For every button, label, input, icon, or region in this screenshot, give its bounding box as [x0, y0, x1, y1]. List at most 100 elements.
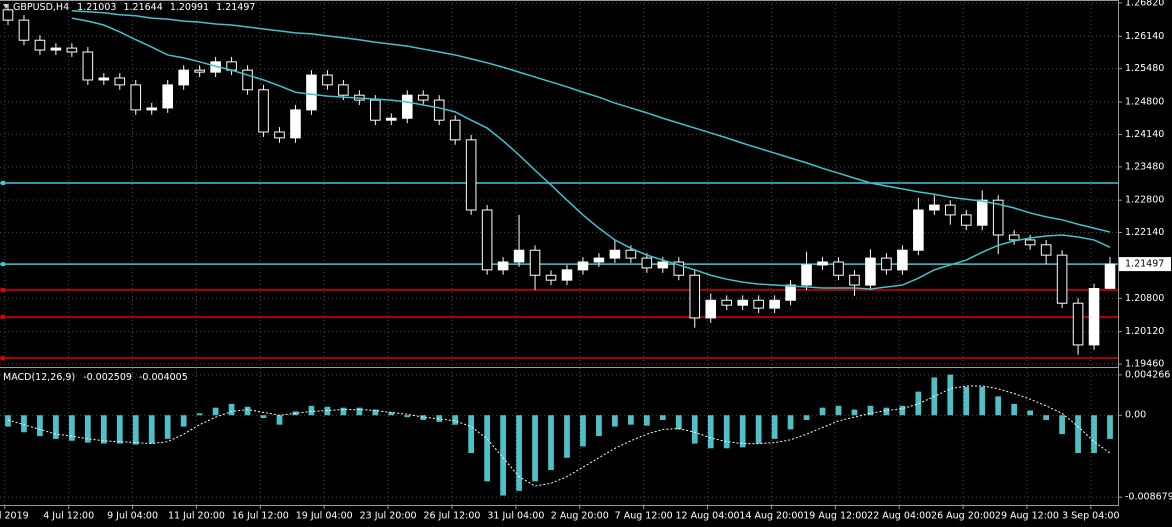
level-handle	[1, 262, 5, 267]
macd-bar	[1027, 410, 1034, 416]
y-tick-label: 1.25480	[1125, 63, 1164, 74]
candle-body	[481, 209, 493, 271]
candle-body	[1088, 287, 1100, 346]
macd-bar	[356, 407, 363, 416]
candle-body	[1056, 254, 1068, 304]
y-tick-label: 0.00	[1125, 410, 1146, 421]
moving-average	[71, 10, 1111, 233]
candle-body	[98, 77, 110, 81]
candle-body	[162, 84, 173, 109]
candle-body	[641, 257, 653, 269]
macd-bar	[564, 415, 570, 458]
candle-body	[1008, 234, 1020, 241]
candle-body	[960, 214, 972, 226]
macd-bar	[372, 409, 379, 416]
candle-body	[545, 274, 557, 281]
macd-bar	[819, 407, 826, 416]
ohlc-close: 1.21497	[216, 2, 255, 13]
macd-bar	[532, 415, 538, 482]
macd-bar	[100, 415, 107, 444]
y-tick-label: 1.20800	[1125, 293, 1164, 304]
candle-body	[146, 107, 158, 111]
macd-bar	[835, 405, 842, 416]
candle-body	[593, 257, 605, 263]
x-tick-label: 26 Aug 20:00	[931, 511, 995, 522]
x-tick-label: 11 Jul 20:00	[168, 511, 225, 522]
macd-bar	[995, 396, 1002, 416]
candle-body	[753, 299, 764, 309]
candle-body	[18, 19, 30, 41]
y-tick-label: 1.23480	[1125, 161, 1164, 172]
macd-bar	[899, 405, 906, 416]
candle-body	[433, 99, 445, 121]
macd-bar	[1043, 415, 1050, 420]
candle-body	[338, 84, 349, 96]
candle-body	[258, 89, 269, 133]
ohlc-high: 1.21644	[123, 2, 162, 13]
macd-bar	[516, 415, 522, 491]
macd-bar	[867, 405, 874, 416]
candle-body	[561, 269, 573, 281]
macd-bar	[388, 412, 395, 416]
candle-body	[625, 249, 637, 259]
y-tick-label: 1.22800	[1125, 195, 1164, 206]
macd-signal-value: -0.004005	[139, 372, 188, 383]
candle-body	[801, 264, 812, 286]
macd-bar	[691, 415, 698, 444]
candle-body	[82, 51, 94, 81]
candle-body	[529, 249, 541, 276]
chart-title: GBPUSD,H4	[13, 2, 69, 13]
x-tick-label: 2 Aug 20:00	[551, 511, 609, 522]
indicator-header: MACD(12,26,9) -0.002509 -0.004005	[3, 372, 188, 383]
symbol-icon	[3, 4, 9, 9]
macd-bar	[739, 415, 746, 448]
candle-body	[50, 47, 62, 51]
level-handle	[1, 314, 5, 319]
macd-bar	[1059, 415, 1065, 435]
candle-body	[290, 109, 301, 139]
candle-body	[721, 299, 732, 306]
macd-bar	[420, 415, 427, 420]
candle-body	[577, 261, 589, 271]
candle-body	[401, 94, 413, 119]
candle-body	[306, 74, 317, 111]
level-handle	[1, 181, 5, 186]
x-tick-label: 22 Aug 04:00	[867, 511, 931, 522]
macd-bar	[212, 407, 219, 416]
y-tick-label: 1.26140	[1125, 31, 1164, 42]
macd-bar	[883, 407, 890, 416]
x-tick-label: 4 Jul 12:00	[43, 511, 94, 522]
macd-bar	[771, 415, 778, 439]
candle-body	[657, 261, 669, 269]
y-tick-label: -0.008679	[1125, 492, 1172, 503]
candle-body	[178, 69, 189, 86]
macd-main-value: -0.002509	[83, 372, 132, 383]
macd-bar	[1091, 415, 1097, 454]
candle-body	[737, 299, 748, 306]
y-tick-label: 1.22140	[1125, 227, 1164, 238]
macd-bar	[5, 415, 11, 427]
candle-body	[370, 99, 381, 121]
price-label-box	[1119, 257, 1171, 272]
level-handle	[1, 287, 5, 292]
candle-body	[769, 299, 780, 309]
macd-bar	[596, 415, 602, 437]
candle-body	[449, 119, 461, 141]
candle-body	[689, 274, 701, 319]
candle-body	[929, 204, 940, 211]
x-tick-label: 7 Aug 12:00	[615, 511, 673, 522]
macd-signal-line	[7, 385, 1111, 487]
indicator-title: MACD(12,26,9)	[3, 372, 75, 383]
macd-bar	[84, 415, 91, 443]
candle-body	[114, 77, 126, 86]
x-tick-label: 19 Aug 12:00	[803, 511, 867, 522]
chart-header: GBPUSD,H4 1.21003 1.21644 1.20991 1.2149…	[13, 2, 255, 13]
candle-body	[34, 39, 46, 51]
macd-bar	[68, 415, 75, 441]
candle-body	[913, 209, 924, 251]
macd-bar	[851, 409, 858, 416]
macd-bar	[308, 405, 315, 416]
candle-body	[992, 199, 1004, 236]
ohlc-low: 1.20991	[170, 2, 209, 13]
